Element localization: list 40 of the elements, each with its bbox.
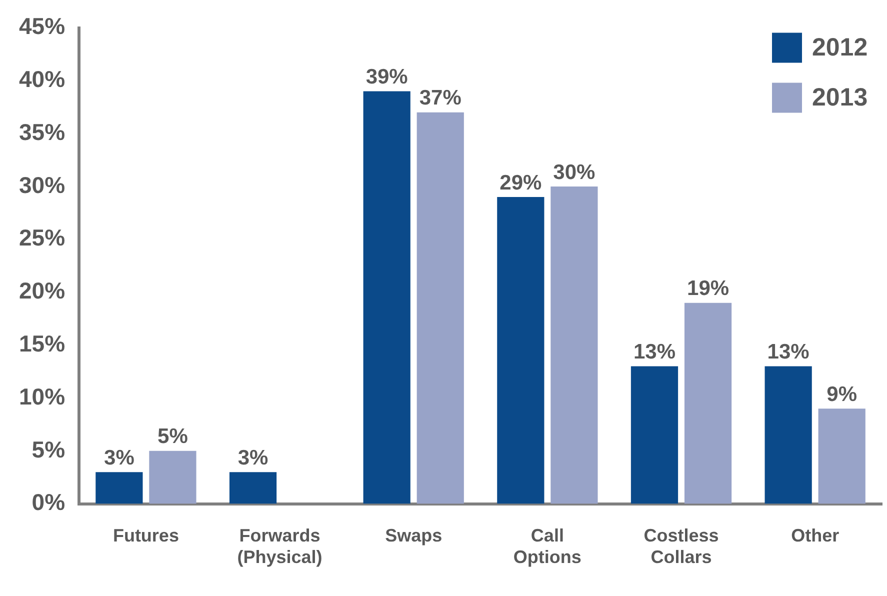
bar bbox=[149, 450, 196, 504]
y-tick-label: 30% bbox=[18, 172, 66, 198]
x-tick-label: Swaps bbox=[385, 526, 442, 546]
bar bbox=[96, 472, 143, 504]
x-tick-label: Call Options bbox=[513, 526, 582, 568]
bar bbox=[497, 197, 544, 504]
y-tick-label: 35% bbox=[18, 118, 66, 145]
x-tick-label: Futures bbox=[112, 526, 179, 546]
data-label: 39% bbox=[366, 66, 408, 89]
y-tick-label: 45% bbox=[18, 13, 66, 40]
y-tick-label: 25% bbox=[18, 224, 66, 251]
bar bbox=[363, 91, 410, 504]
y-tick-label: 15% bbox=[18, 330, 66, 356]
bar bbox=[229, 472, 277, 504]
bar bbox=[416, 112, 464, 504]
x-tick-label: Other bbox=[791, 526, 840, 546]
y-tick-label: 10% bbox=[18, 383, 66, 410]
data-label: 30% bbox=[553, 160, 596, 184]
legend-label: 2012 bbox=[812, 34, 868, 62]
data-label: 19% bbox=[687, 277, 730, 300]
bar bbox=[764, 366, 812, 504]
y-tick-label: 20% bbox=[18, 278, 66, 304]
bar bbox=[550, 186, 598, 504]
data-label: 9% bbox=[826, 382, 858, 406]
data-label: 5% bbox=[158, 425, 188, 448]
legend-label: 2013 bbox=[812, 84, 868, 112]
y-tick-label: 0% bbox=[32, 489, 66, 516]
y-tick-label: 40% bbox=[18, 66, 66, 92]
bar bbox=[630, 366, 678, 504]
data-label: 3% bbox=[238, 446, 269, 470]
y-tick-label: 5% bbox=[32, 436, 66, 462]
data-label: 3% bbox=[104, 446, 135, 470]
x-tick-label: Costless Collars bbox=[644, 526, 719, 568]
data-label: 29% bbox=[500, 171, 542, 194]
data-label: 37% bbox=[419, 86, 462, 110]
data-label: 13% bbox=[633, 340, 676, 364]
bar bbox=[684, 302, 732, 504]
data-label: 13% bbox=[767, 340, 810, 364]
x-tick-label: Forwards (Physical) bbox=[237, 526, 322, 568]
bar bbox=[818, 408, 866, 504]
